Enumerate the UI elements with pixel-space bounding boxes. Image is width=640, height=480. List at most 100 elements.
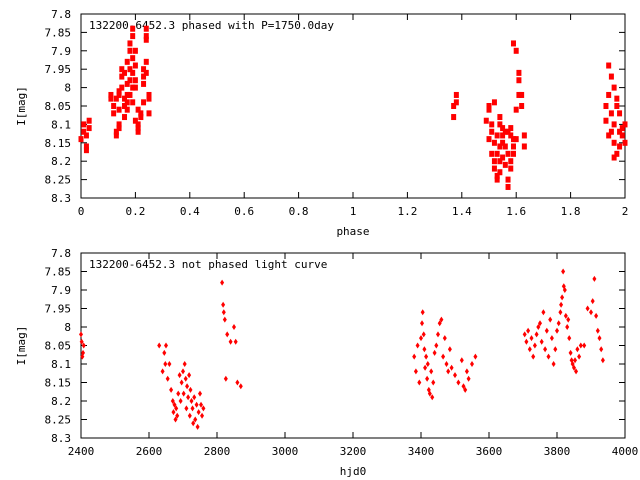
data-point <box>141 73 147 80</box>
data-point <box>422 346 427 353</box>
data-point <box>497 121 503 128</box>
y-tick-label: 7.85 <box>45 266 72 279</box>
data-point <box>127 47 133 54</box>
data-point <box>138 110 144 117</box>
data-point <box>434 342 439 349</box>
data-point <box>573 357 578 364</box>
data-point <box>172 401 177 408</box>
data-point <box>486 103 492 109</box>
data-point <box>608 110 614 117</box>
y-tick-label: 7.95 <box>45 303 72 316</box>
data-point <box>532 342 537 349</box>
y-tick-label: 8.3 <box>51 432 71 445</box>
data-point <box>513 106 519 113</box>
data-point <box>83 132 89 139</box>
x-tick-label: 3200 <box>340 445 367 458</box>
x-tick-label: 2400 <box>68 445 95 458</box>
data-point <box>491 165 497 172</box>
data-point <box>497 143 503 150</box>
data-point <box>446 368 451 375</box>
data-point <box>611 84 617 91</box>
data-point <box>494 132 500 139</box>
data-point <box>544 327 549 334</box>
data-point <box>549 335 554 342</box>
data-point <box>122 69 128 76</box>
x-tick-label: 1.8 <box>561 205 581 218</box>
data-point <box>603 103 609 109</box>
data-point <box>614 103 620 109</box>
data-point <box>505 128 511 135</box>
data-point <box>594 312 599 319</box>
data-point <box>502 143 508 150</box>
data-point <box>606 132 612 139</box>
data-point <box>551 361 556 367</box>
data-point <box>423 364 428 371</box>
data-point <box>122 114 128 121</box>
data-point <box>113 128 119 135</box>
data-point <box>521 143 527 150</box>
y-axis-label: I[mag] <box>15 326 28 366</box>
data-point <box>589 309 593 316</box>
data-point <box>170 398 175 404</box>
y-tick-label: 8 <box>64 82 71 95</box>
x-tick-label: 1.2 <box>397 205 417 218</box>
x-tick-label: 0.4 <box>180 205 200 218</box>
data-point <box>430 394 435 401</box>
data-point <box>176 390 181 397</box>
data-point <box>603 117 609 124</box>
data-point <box>424 353 429 360</box>
y-tick-label: 8.3 <box>51 192 71 205</box>
data-point <box>174 405 179 412</box>
data-point <box>568 349 573 356</box>
chart-title: 132200-6452.3 not phased light curve <box>89 258 327 271</box>
data-point <box>505 176 511 183</box>
data-point <box>505 183 511 190</box>
y-tick-label: 8.15 <box>45 137 72 150</box>
data-point <box>491 99 497 106</box>
data-point <box>548 316 553 323</box>
y-axis-label: I[mag] <box>15 86 28 126</box>
data-point <box>597 335 602 342</box>
data-point <box>221 309 226 316</box>
data-point <box>124 106 130 113</box>
data-point <box>124 99 130 106</box>
data-point <box>500 132 506 139</box>
data-point <box>556 320 561 327</box>
data-point <box>412 353 417 360</box>
phased-light-curve-panel: 0 0.2 0.4 0.6 0.8 1 1.2 1.4 1.6 1.8 2 7.8 7.85 7.9 7.9… <box>15 8 628 238</box>
data-point <box>577 353 582 360</box>
data-point <box>534 331 539 338</box>
data-point <box>130 33 136 40</box>
data-point <box>417 379 422 386</box>
data-point <box>184 405 189 412</box>
data-point <box>425 361 430 367</box>
data-point <box>228 338 233 345</box>
x-tick-label: 3800 <box>544 445 571 458</box>
data-point <box>572 364 576 371</box>
data-point <box>141 80 147 87</box>
data-point <box>146 95 152 102</box>
data-point <box>81 121 87 128</box>
data-point <box>486 136 492 143</box>
data-point <box>181 368 185 375</box>
x-tick-label: 3600 <box>476 445 503 458</box>
data-point <box>122 103 128 109</box>
data-point <box>524 338 529 345</box>
data-point <box>167 361 172 367</box>
data-point <box>198 390 202 397</box>
data-point <box>157 342 162 349</box>
data-point <box>132 62 138 69</box>
y-tick-label: 8.1 <box>51 358 71 371</box>
data-point <box>196 409 201 416</box>
data-point <box>185 383 190 390</box>
data-point <box>617 143 623 150</box>
data-point <box>619 132 625 139</box>
data-point <box>143 69 149 76</box>
data-point <box>539 338 544 345</box>
data-point <box>141 99 147 106</box>
data-point <box>116 106 122 113</box>
data-point <box>516 91 522 98</box>
data-point <box>116 88 122 95</box>
data-point <box>483 117 489 124</box>
data-point <box>124 58 130 65</box>
